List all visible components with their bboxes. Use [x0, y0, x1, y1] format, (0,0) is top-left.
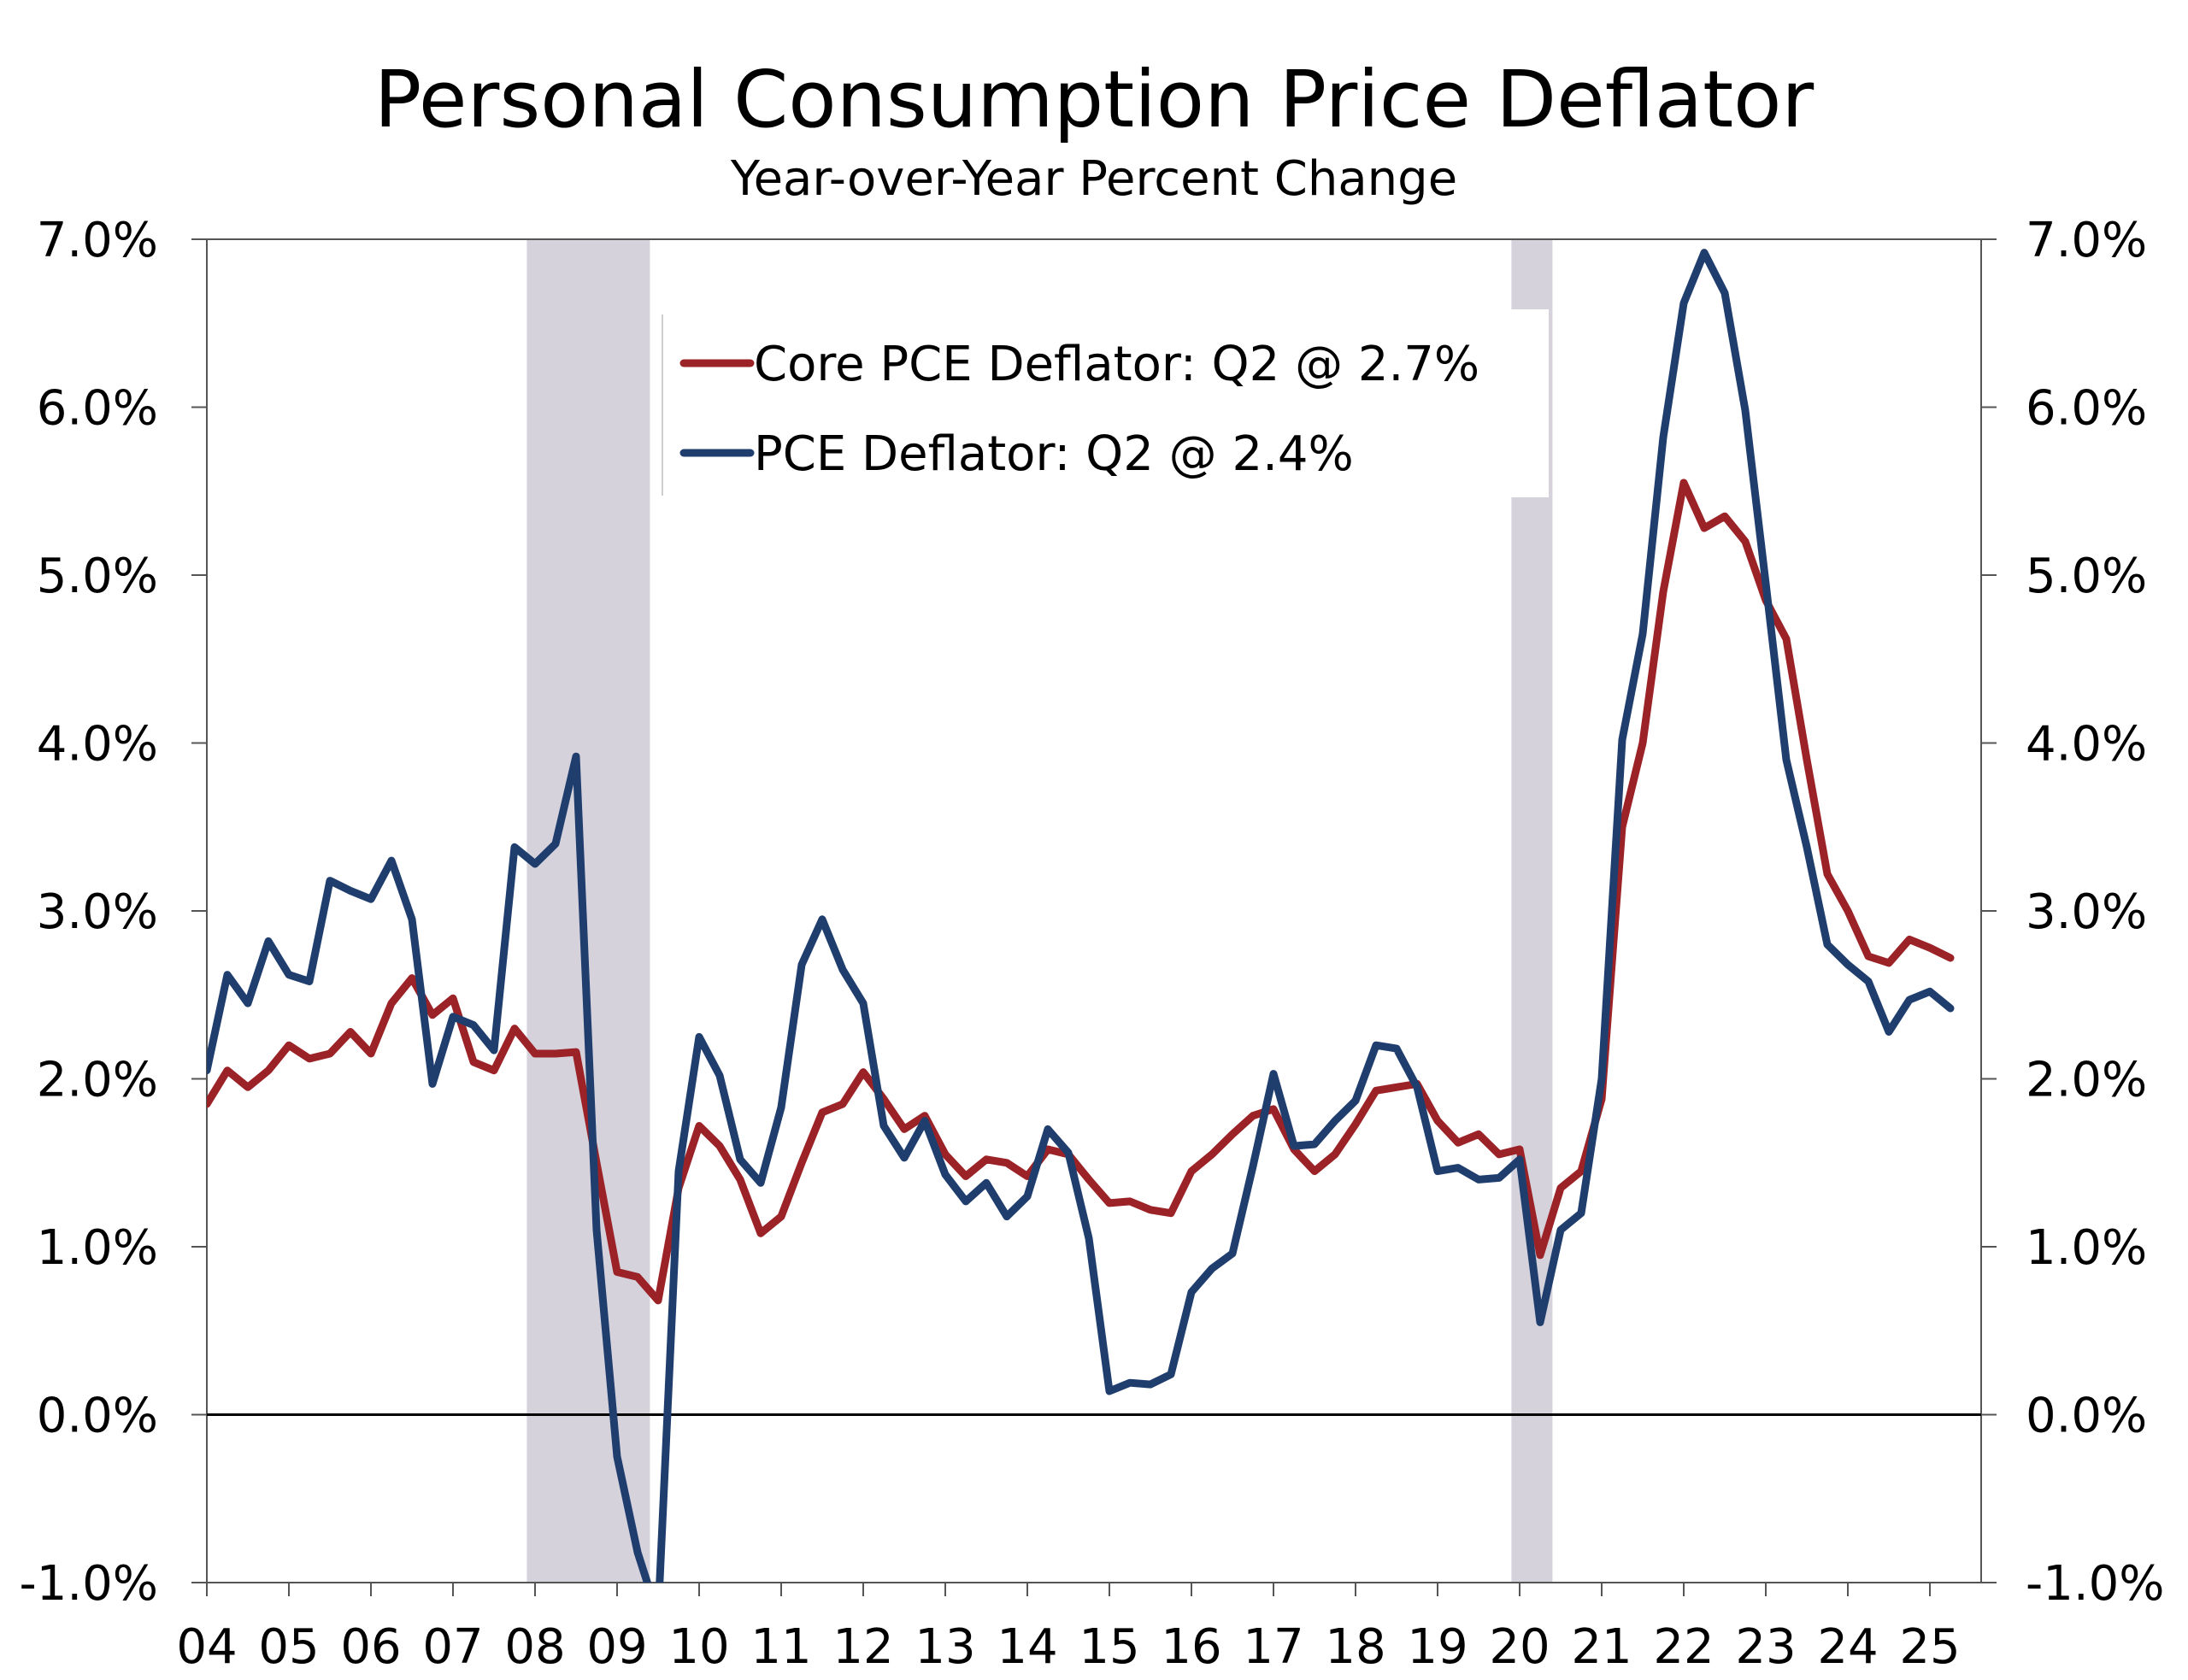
x-tick-label: 12 [832, 1619, 893, 1675]
x-tick-label: 15 [1079, 1619, 1139, 1675]
x-tick-label: 16 [1161, 1619, 1221, 1675]
y-tick-label-right: 6.0% [2026, 381, 2147, 437]
x-tick-label: 23 [1735, 1619, 1796, 1675]
y-tick-label-left: 2.0% [37, 1053, 158, 1108]
y-tick-label-right: 2.0% [2026, 1053, 2147, 1108]
x-tick-label: 20 [1489, 1619, 1550, 1675]
y-tick-label-left: 3.0% [37, 884, 158, 940]
x-tick-label: 05 [258, 1619, 319, 1675]
x-tick-label: 22 [1653, 1619, 1714, 1675]
x-tick-label: 09 [586, 1619, 647, 1675]
y-tick-label-left: -1.0% [20, 1556, 158, 1612]
legend: Core PCE Deflator: Q2 @ 2.7% PCE Deflator… [660, 309, 1549, 497]
y-tick-label-left: 1.0% [37, 1220, 158, 1276]
y-tick-label-left: 6.0% [37, 381, 158, 437]
x-tick-label: 19 [1407, 1619, 1467, 1675]
legend-label-2: PCE Deflator: Q2 @ 2.4% [754, 426, 1354, 482]
x-tick-label: 21 [1571, 1619, 1632, 1675]
y-tick-label-right: 3.0% [2026, 884, 2147, 940]
x-tick-label: 10 [668, 1619, 729, 1675]
legend-box [660, 309, 1549, 497]
y-tick-label-left: 0.0% [37, 1389, 158, 1444]
series-lines [207, 249, 1955, 1583]
y-tick-label-right: 1.0% [2026, 1220, 2147, 1276]
x-tick-label: 13 [915, 1619, 975, 1675]
y-tick-label-left: 7.0% [37, 213, 158, 268]
y-tick-label-right: 5.0% [2026, 549, 2147, 604]
tick-labels: -1.0% -1.0% 0.0% 0.0% 1.0% 1.0% 2.0% 2.0% 3.0% 3.… [20, 213, 2165, 1675]
x-tick-label: 17 [1243, 1619, 1303, 1675]
y-tick-label-right: -1.0% [2026, 1556, 2164, 1612]
chart-title: Personal Consumption Price Deflator [374, 54, 1815, 145]
y-tick-label-right: 7.0% [2026, 213, 2147, 268]
x-tick-label: 25 [1899, 1619, 1960, 1675]
axes [191, 238, 1997, 1596]
y-tick-label-left: 4.0% [37, 717, 158, 772]
series-line-1 [207, 479, 1955, 1305]
x-tick-label: 11 [750, 1619, 811, 1675]
legend-label-1: Core PCE Deflator: Q2 @ 2.7% [754, 337, 1479, 392]
recession-band-1 [526, 239, 650, 1583]
series-line-2 [207, 249, 1955, 1583]
y-tick-label-left: 5.0% [37, 549, 158, 604]
x-tick-label: 18 [1325, 1619, 1385, 1675]
y-tick-label-right: 4.0% [2026, 717, 2147, 772]
x-tick-label: 06 [340, 1619, 401, 1675]
x-tick-label: 07 [422, 1619, 483, 1675]
x-tick-label: 04 [176, 1619, 237, 1675]
x-tick-label: 14 [997, 1619, 1057, 1675]
chart-subtitle: Year-over-Year Percent Change [730, 151, 1457, 207]
x-tick-label: 08 [504, 1619, 565, 1675]
y-tick-label-right: 0.0% [2026, 1389, 2147, 1444]
x-tick-label: 24 [1817, 1619, 1878, 1675]
